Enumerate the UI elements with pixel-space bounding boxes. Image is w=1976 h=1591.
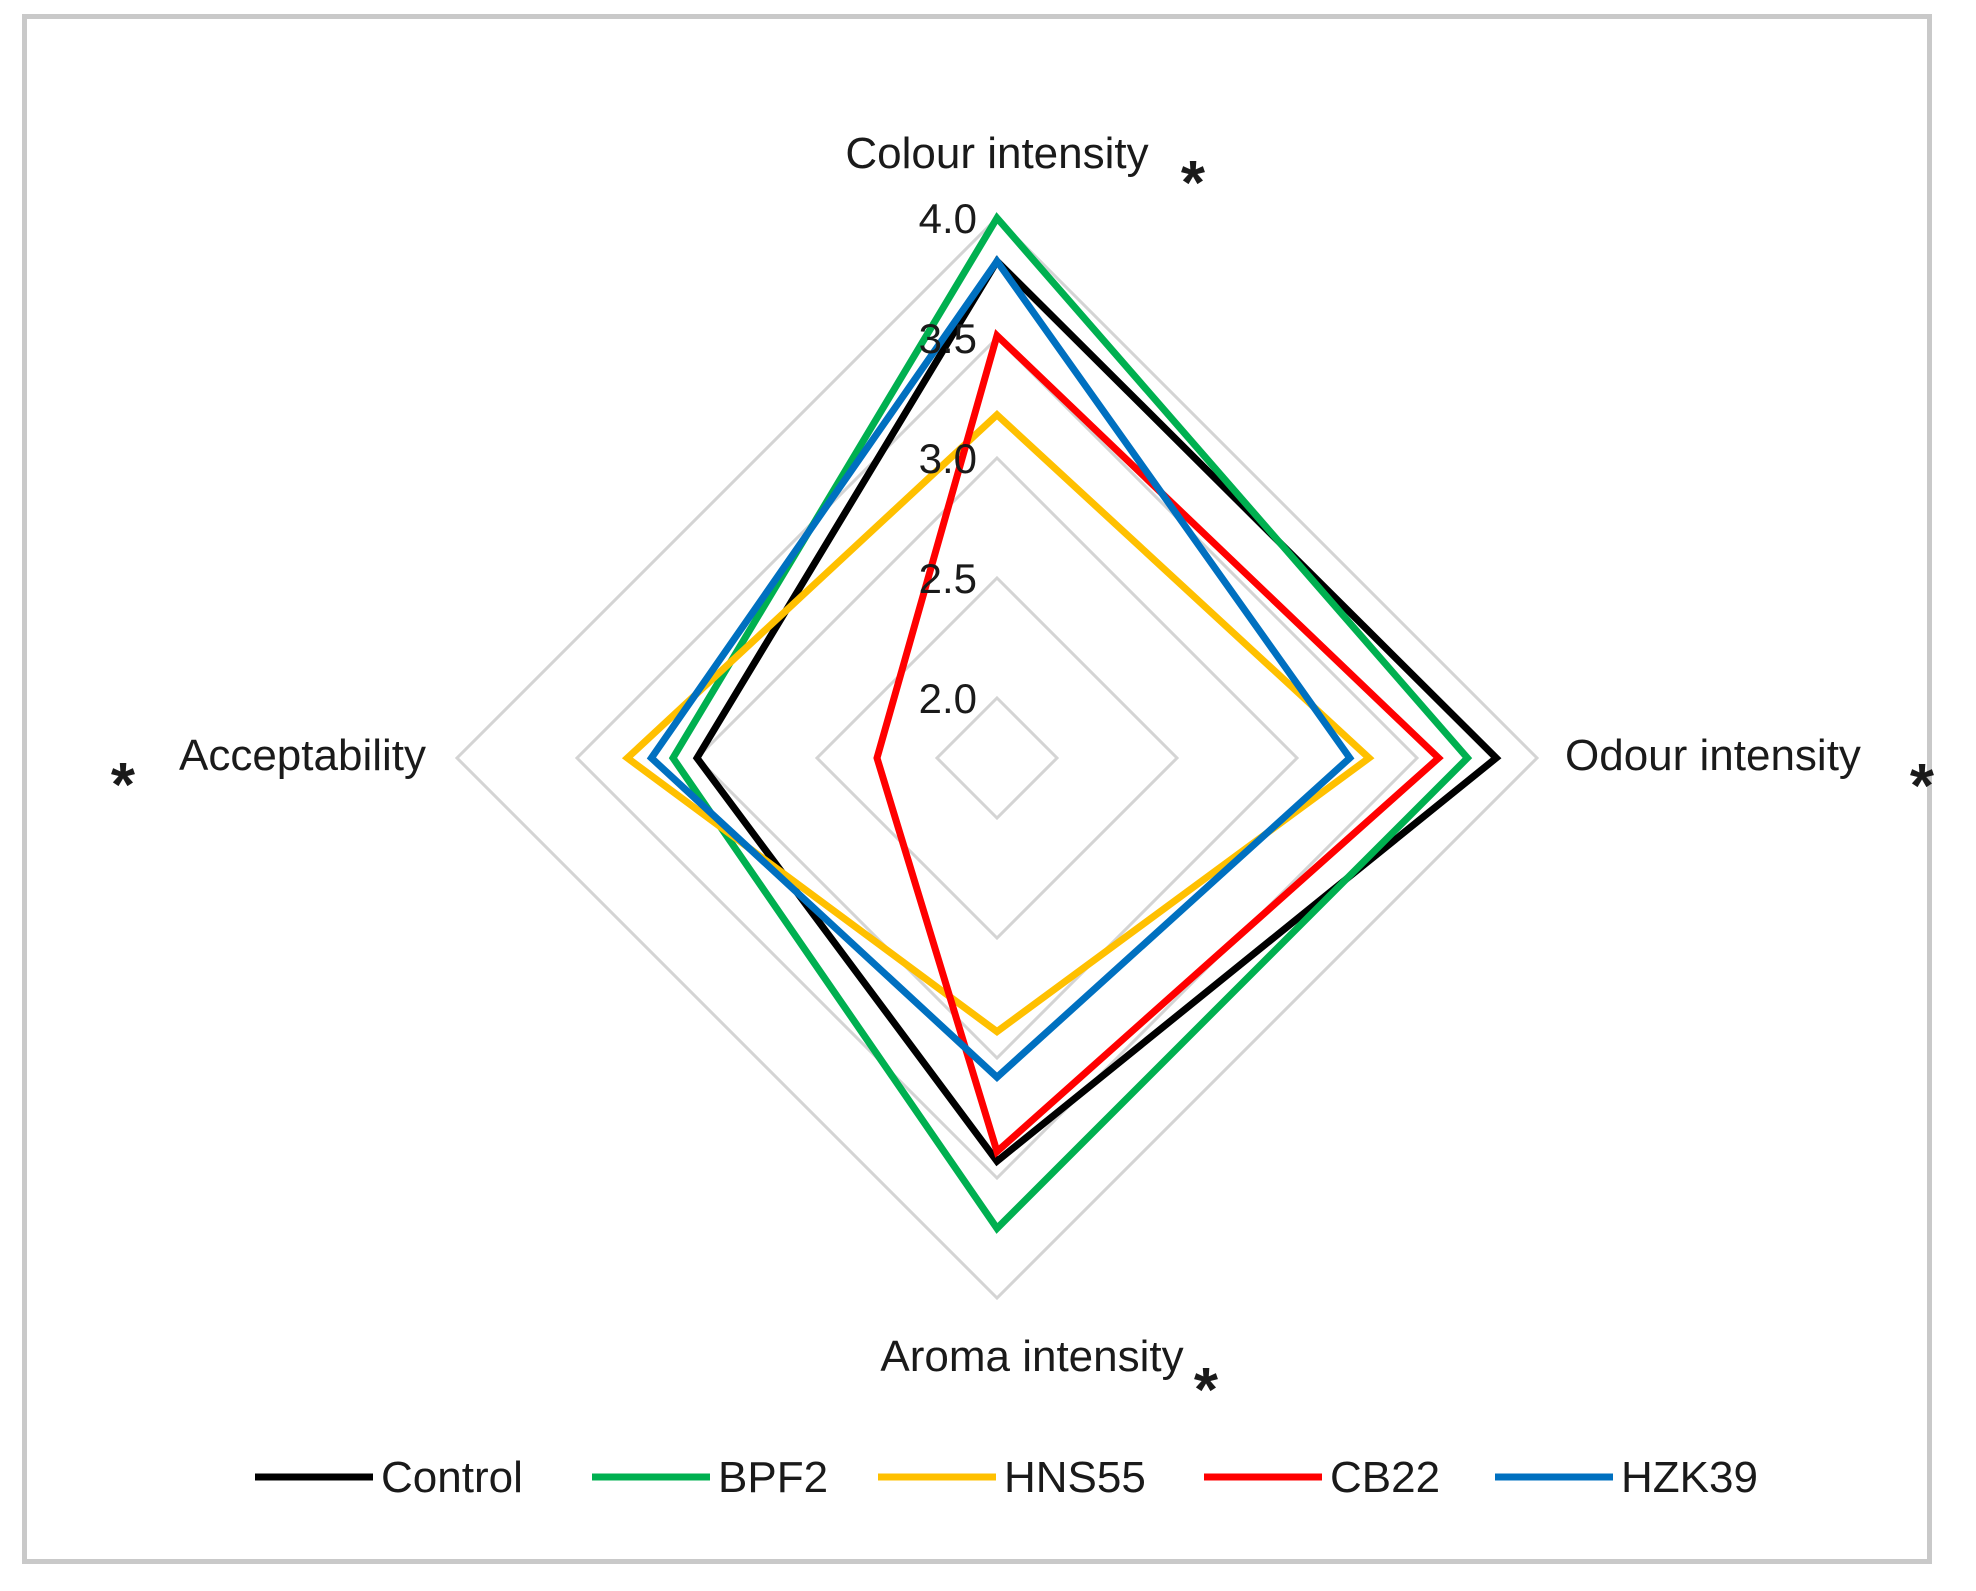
axis-label-aroma-intensity: Aroma intensity: [880, 1332, 1183, 1381]
series-line-hzk39: [646, 255, 1355, 1082]
tick-label: 2.5: [919, 555, 977, 602]
tick-label: 4.0: [919, 195, 977, 242]
significance-marker: *: [1910, 752, 1935, 821]
grid-ring-1: [814, 575, 1180, 941]
tick-label: 3.5: [919, 315, 977, 362]
significance-marker: *: [1181, 149, 1206, 218]
legend-label-bpf2: BPF2: [718, 1453, 828, 1502]
chart-frame: [22, 14, 1932, 1564]
tick-label: 2.0: [919, 675, 977, 722]
tick-label: 3.0: [919, 435, 977, 482]
significance-marker: *: [111, 751, 136, 820]
series-line-bpf2: [668, 212, 1473, 1234]
grid-ring-4: [454, 215, 1540, 1301]
legend-label-hns55: HNS55: [1004, 1453, 1146, 1502]
axis-label-acceptability: Acceptability: [179, 731, 426, 780]
series-line-control: [692, 255, 1502, 1167]
grid-ring-2: [694, 455, 1300, 1061]
axis-label-layer: Colour intensity *Odour intensity *Aroma i…: [111, 129, 1935, 1425]
tick-layer: 2.0 2.5 3.0 3.5 4.0: [919, 195, 977, 722]
series-line-hns55: [621, 410, 1375, 1036]
grid-ring-0: [934, 695, 1060, 821]
legend-label-hzk39: HZK39: [1621, 1453, 1758, 1502]
grid-layer: [454, 215, 1540, 1301]
significance-marker: *: [1194, 1356, 1219, 1425]
series-layer: [621, 212, 1502, 1234]
grid-ring-3: [574, 335, 1420, 1181]
legend-label-control: Control: [381, 1453, 523, 1502]
axis-label-colour-intensity: Colour intensity: [845, 129, 1148, 178]
legend-label-cb22: CB22: [1330, 1453, 1440, 1502]
series-line-cb22: [873, 329, 1444, 1158]
axis-label-odour-intensity: Odour intensity: [1565, 731, 1861, 780]
legend-layer: Control BPF2 HNS55 CB22 HZK39: [255, 1453, 1758, 1502]
